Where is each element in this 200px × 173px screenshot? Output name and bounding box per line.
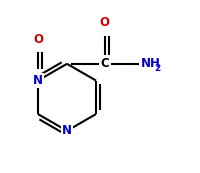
Text: NH: NH	[140, 57, 160, 70]
Text: O: O	[33, 33, 43, 46]
Text: 2: 2	[153, 64, 159, 73]
Text: C: C	[100, 57, 109, 70]
Text: N: N	[62, 124, 72, 137]
Text: N: N	[33, 74, 43, 87]
Text: O: O	[99, 16, 109, 29]
